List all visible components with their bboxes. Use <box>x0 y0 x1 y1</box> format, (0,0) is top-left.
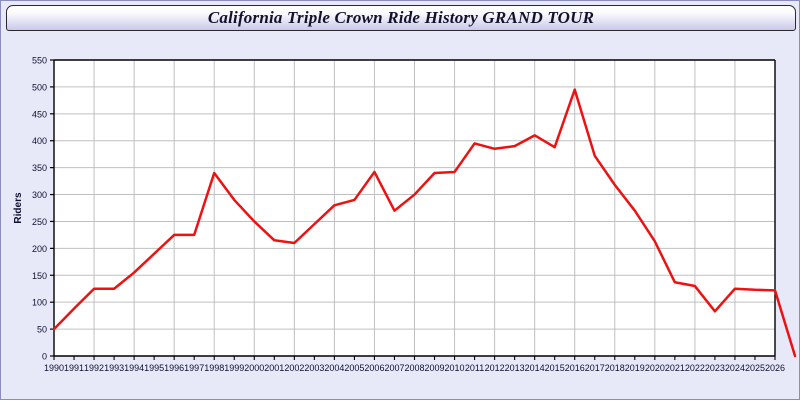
x-tick-label: 1997 <box>184 363 204 373</box>
x-tick-label: 2006 <box>364 363 384 373</box>
x-tick-label: 2026 <box>765 363 785 373</box>
x-tick-label: 2022 <box>685 363 705 373</box>
x-tick-label: 1994 <box>124 363 144 373</box>
chart-title: California Triple Crown Ride History GRA… <box>207 8 595 27</box>
x-tick-label: 2000 <box>244 363 264 373</box>
x-axis-ticks: 1990 1991 1992 1993 1994 1995 1996 1997 1998 1999… <box>44 356 785 373</box>
y-tick-label: 100 <box>32 298 47 308</box>
x-tick-label: 2021 <box>665 363 685 373</box>
x-tick-label: 2001 <box>264 363 284 373</box>
x-tick-label: 2008 <box>404 363 424 373</box>
x-tick-label: 2016 <box>565 363 585 373</box>
y-axis-ticks: 0 50 100 150 200 250 300 350 400 450 500 550 <box>32 56 54 362</box>
x-tick-label: 1992 <box>84 363 104 373</box>
y-tick-label: 550 <box>32 56 47 66</box>
y-tick-label: 300 <box>32 190 47 200</box>
y-tick-label: 250 <box>32 217 47 227</box>
x-tick-label: 2005 <box>344 363 364 373</box>
x-tick-label: 2003 <box>304 363 324 373</box>
y-tick-label: 200 <box>32 244 47 254</box>
x-tick-label: 2023 <box>705 363 725 373</box>
x-tick-label: 2020 <box>645 363 665 373</box>
x-tick-label: 2018 <box>605 363 625 373</box>
x-tick-label: 2024 <box>725 363 745 373</box>
x-tick-label: 2007 <box>384 363 404 373</box>
x-tick-label: 2019 <box>625 363 645 373</box>
x-tick-label: 2002 <box>284 363 304 373</box>
y-tick-label: 0 <box>42 352 47 362</box>
x-tick-label: 1998 <box>204 363 224 373</box>
grid-vertical <box>93 60 736 356</box>
x-tick-label: 1996 <box>164 363 184 373</box>
y-tick-label: 50 <box>37 325 47 335</box>
x-tick-label: 2013 <box>505 363 525 373</box>
y-tick-label: 400 <box>32 136 47 146</box>
chart-plot-surface: 0 50 100 150 200 250 300 350 400 450 500 550 1990 19… <box>1 33 800 401</box>
x-tick-label: 1991 <box>64 363 84 373</box>
y-tick-label: 350 <box>32 163 47 173</box>
y-tick-label: 450 <box>32 109 47 119</box>
chart-title-bar: California Triple Crown Ride History GRA… <box>6 5 796 31</box>
x-tick-label: 2012 <box>485 363 505 373</box>
x-tick-label: 2014 <box>525 363 545 373</box>
x-tick-label: 2009 <box>425 363 445 373</box>
riders-series-line <box>52 88 797 358</box>
y-tick-label: 150 <box>32 271 47 281</box>
x-tick-label: 1990 <box>44 363 64 373</box>
x-tick-label: 2017 <box>585 363 605 373</box>
x-tick-label: 2015 <box>545 363 565 373</box>
x-tick-label: 1999 <box>224 363 244 373</box>
x-tick-label: 2025 <box>745 363 765 373</box>
x-tick-label: 2011 <box>465 363 484 373</box>
x-tick-label: 1995 <box>144 363 164 373</box>
y-tick-label: 500 <box>32 82 47 92</box>
y-axis-label: Riders <box>13 192 24 224</box>
x-tick-label: 2010 <box>445 363 465 373</box>
x-tick-label: 1993 <box>104 363 124 373</box>
x-tick-label: 2004 <box>324 363 344 373</box>
